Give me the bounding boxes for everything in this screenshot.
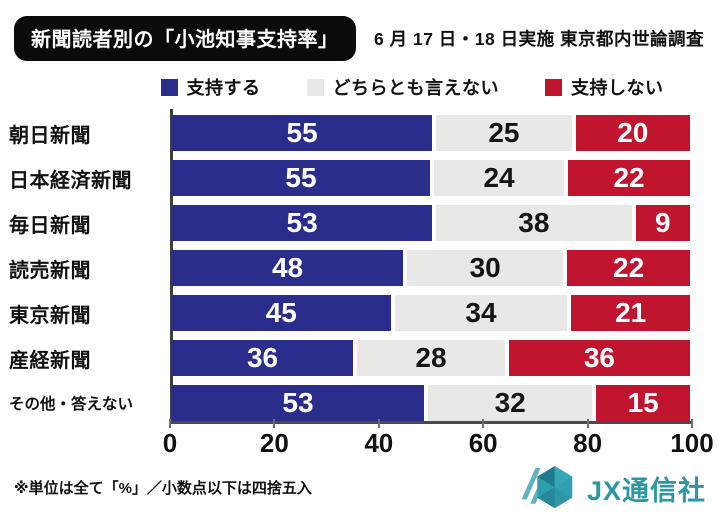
chart-row: 読売新聞 48 30 22: [0, 250, 690, 286]
x-axis-tick: [169, 419, 171, 428]
bar-segment: 48: [172, 250, 404, 286]
y-axis-line: [170, 109, 173, 424]
legend-item: どちらとも言えない: [306, 74, 500, 100]
chart-row: その他・答えない 53 32 15: [0, 385, 691, 421]
bar-segment: 9: [635, 205, 690, 241]
legend-item: 支持しない: [545, 74, 664, 100]
stacked-bar: 45 34 21: [172, 295, 690, 331]
bar-segment: 34: [394, 295, 568, 331]
bar-segment: 22: [568, 160, 691, 196]
chart-rows: 朝日新聞 55 25 20 日本経済新聞 55 24 22 毎日新聞 53 38 9 読売新聞 48 30 2…: [0, 109, 691, 421]
stacked-bar: 48 30 22: [172, 250, 690, 286]
page-title: 新聞読者別の「小池知事支持率」: [14, 16, 356, 61]
bar-segment: 20: [575, 115, 691, 151]
bar-segment: 36: [172, 340, 354, 376]
chart-row: 東京新聞 45 34 21: [0, 295, 690, 331]
jx-logo-icon: [521, 466, 573, 509]
legend-item: 支持する: [160, 74, 261, 100]
category-label: その他・答えない: [9, 396, 134, 413]
x-axis-tick-label: 20: [259, 428, 289, 458]
bar-segment: 38: [436, 205, 632, 241]
legend-swatch-icon: [306, 78, 324, 96]
chart-row: 毎日新聞 53 38 9: [0, 205, 690, 241]
bar-segment: 15: [596, 385, 691, 421]
bar-segment: 25: [436, 115, 572, 151]
legend-swatch-icon: [545, 78, 562, 96]
category-label: 毎日新聞: [9, 214, 91, 237]
x-axis-tick-label: 60: [468, 428, 498, 458]
category-label: 産経新聞: [9, 349, 91, 372]
x-axis-tick-label: 80: [573, 428, 603, 458]
x-axis-tick: [273, 419, 276, 428]
legend-swatch-icon: [160, 78, 178, 96]
bar-segment: 21: [571, 295, 690, 331]
category-label: 読売新聞: [9, 259, 91, 282]
legend-label: 支持しない: [571, 78, 664, 98]
category-label: 日本経済新聞: [9, 169, 132, 192]
bar-segment: 55: [172, 115, 433, 151]
x-axis-tick-label: 100: [670, 428, 714, 458]
x-axis-tick: [586, 419, 589, 428]
x-axis-tick: [482, 419, 485, 428]
legend-label: 支持する: [186, 78, 261, 98]
jx-logo: JX通信社: [518, 461, 706, 515]
stacked-bar: 36 28 36: [172, 340, 690, 376]
bar-segment: 24: [433, 160, 565, 196]
stacked-bar: 53 32 15: [172, 385, 691, 421]
chart-row: 産経新聞 36 28 36: [0, 340, 690, 376]
stacked-bar: 53 38 9: [172, 205, 690, 241]
bar-segment: 28: [357, 340, 505, 376]
x-axis-tick-label: 0: [162, 428, 178, 458]
header: 新聞読者別の「小池知事支持率」 6 月 17 日・18 日実施 東京都内世論調査: [14, 16, 708, 61]
legend: 支持する どちらとも言えない 支持しない: [104, 74, 720, 100]
bar-segment: 45: [172, 295, 391, 331]
survey-subtitle: 6 月 17 日・18 日実施 東京都内世論調査: [374, 29, 704, 49]
category-label: 朝日新聞: [9, 124, 91, 147]
bar-segment: 32: [427, 385, 593, 421]
bar-segment: 55: [172, 160, 430, 196]
x-axis-line: 0 20 40 60 80 100: [163, 419, 714, 458]
chart-row: 朝日新聞 55 25 20: [0, 115, 691, 151]
x-axis-tick: [691, 419, 693, 428]
x-axis-tick-label: 40: [364, 428, 394, 458]
x-axis-tick: [377, 419, 380, 428]
bar-segment: 53: [172, 205, 433, 241]
bar-segment: 22: [567, 250, 690, 286]
category-label: 東京新聞: [9, 304, 91, 327]
footnote: ※単位は全て「%」／小数点以下は四捨五入: [14, 480, 312, 497]
stacked-bar-chart: 朝日新聞 55 25 20 日本経済新聞 55 24 22 毎日新聞 53 38 9 読売新聞 48 30 2…: [0, 109, 720, 458]
bar-segment: 53: [172, 385, 424, 421]
stacked-bar: 55 25 20: [172, 115, 691, 151]
stacked-bar: 55 24 22: [172, 160, 691, 196]
jx-logo-text: JX通信社: [586, 475, 706, 506]
bar-segment: 36: [508, 340, 690, 376]
chart-row: 日本経済新聞 55 24 22: [0, 160, 691, 196]
legend-label: どちらとも言えない: [332, 78, 499, 98]
bar-segment: 30: [407, 250, 564, 286]
